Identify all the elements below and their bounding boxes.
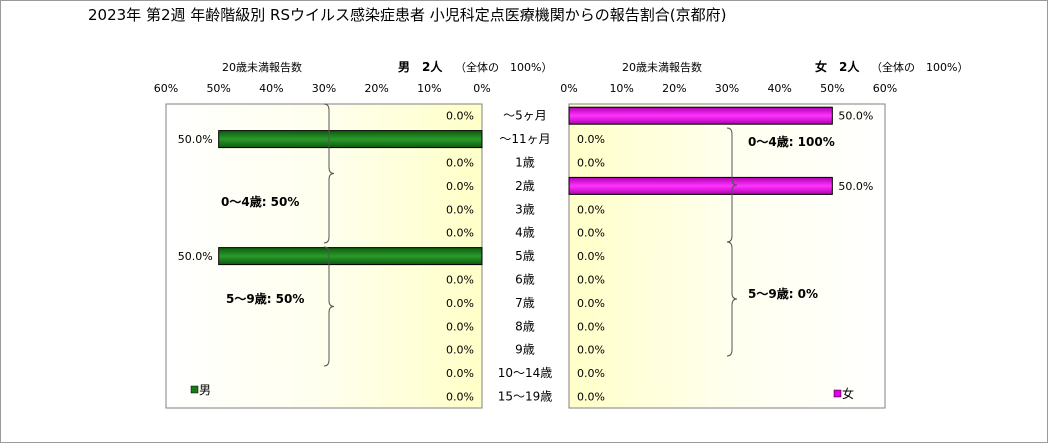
right-plot-area <box>568 103 886 409</box>
category-label: 8歳 <box>515 319 535 333</box>
bar-female <box>568 176 833 195</box>
category-label: 2歳 <box>515 179 535 193</box>
bracket-male <box>323 103 335 244</box>
x-tick-label-right: 20% <box>662 82 686 95</box>
x-tick-label-left: 60% <box>154 82 178 95</box>
category-label: ～5ヶ月 <box>503 109 547 123</box>
left-header-total: 男 2人 <box>398 59 443 74</box>
right-header-label: 20歳未満報告数 <box>622 61 702 74</box>
category-label: 10～14歳 <box>498 366 553 380</box>
x-tick-label-right: 30% <box>715 82 739 95</box>
category-label: 7歳 <box>515 296 535 310</box>
bracket-male <box>323 246 335 367</box>
data-label-male: 50.0% <box>178 133 213 146</box>
data-label-male: 0.0% <box>446 367 474 380</box>
data-label-female: 0.0% <box>577 367 605 380</box>
data-label-female: 50.0% <box>838 180 873 193</box>
chart-title: 2023年 第2週 年齢階級別 RSウイルス感染症患者 小児科定点医療機関からの… <box>88 6 726 24</box>
category-label: 15～19歳 <box>498 390 553 404</box>
bracket-female <box>726 127 738 243</box>
data-label-male: 0.0% <box>446 203 474 216</box>
x-tick-label-left: 50% <box>206 82 230 95</box>
x-tick-label-right: 40% <box>767 82 791 95</box>
right-header-note: （全体の 100%） <box>871 60 968 74</box>
data-label-male: 50.0% <box>178 250 213 263</box>
data-label-female: 50.0% <box>838 110 873 123</box>
x-tick-label-right: 50% <box>820 82 844 95</box>
category-label: 1歳 <box>515 156 535 170</box>
legend-swatch-female <box>833 389 842 398</box>
x-tick-label-left: 20% <box>364 82 388 95</box>
data-label-male: 0.0% <box>446 391 474 404</box>
bracket-label-male: 0～4歳: 50% <box>221 194 299 209</box>
data-label-female: 0.0% <box>577 133 605 146</box>
bracket-label-female: 5～9歳: 0% <box>748 286 818 301</box>
right-header-total: 女 2人 <box>815 59 860 74</box>
x-tick-label-left: 0% <box>473 82 490 95</box>
data-label-female: 0.0% <box>577 297 605 310</box>
data-label-female: 0.0% <box>577 157 605 170</box>
x-tick-label-left: 30% <box>312 82 336 95</box>
bracket-female <box>726 241 738 357</box>
category-label: 5歳 <box>515 249 535 263</box>
category-label: 6歳 <box>515 273 535 287</box>
data-label-female: 0.0% <box>577 203 605 216</box>
data-label-female: 0.0% <box>577 391 605 404</box>
category-label: 4歳 <box>515 226 535 240</box>
legend-swatch-male <box>190 385 199 394</box>
x-tick-label-right: 10% <box>609 82 633 95</box>
bracket-label-male: 5～9歳: 50% <box>226 291 304 306</box>
data-label-male: 0.0% <box>446 110 474 123</box>
left-header-note: （全体の 100%） <box>455 60 552 74</box>
category-label: ～11ヶ月 <box>499 132 550 146</box>
x-tick-label-right: 60% <box>873 82 897 95</box>
x-tick-label-right: 0% <box>560 82 577 95</box>
data-label-male: 0.0% <box>446 227 474 240</box>
data-label-female: 0.0% <box>577 250 605 263</box>
x-tick-label-left: 10% <box>417 82 441 95</box>
data-label-male: 0.0% <box>446 180 474 193</box>
data-label-male: 0.0% <box>446 320 474 333</box>
data-label-male: 0.0% <box>446 157 474 170</box>
bar-male <box>218 130 483 149</box>
category-label: 3歳 <box>515 202 535 216</box>
category-label: 9歳 <box>515 343 535 357</box>
data-label-male: 0.0% <box>446 344 474 357</box>
bracket-label-female: 0～4歳: 100% <box>748 134 835 149</box>
data-label-female: 0.0% <box>577 274 605 287</box>
data-label-female: 0.0% <box>577 344 605 357</box>
data-label-male: 0.0% <box>446 274 474 287</box>
legend-label-female: 女 <box>842 386 854 401</box>
bar-male <box>218 247 483 266</box>
bar-female <box>568 106 833 125</box>
x-tick-label-left: 40% <box>259 82 283 95</box>
legend-label-male: 男 <box>199 383 211 397</box>
data-label-male: 0.0% <box>446 297 474 310</box>
data-label-female: 0.0% <box>577 320 605 333</box>
left-header-label: 20歳未満報告数 <box>222 61 302 74</box>
data-label-female: 0.0% <box>577 227 605 240</box>
